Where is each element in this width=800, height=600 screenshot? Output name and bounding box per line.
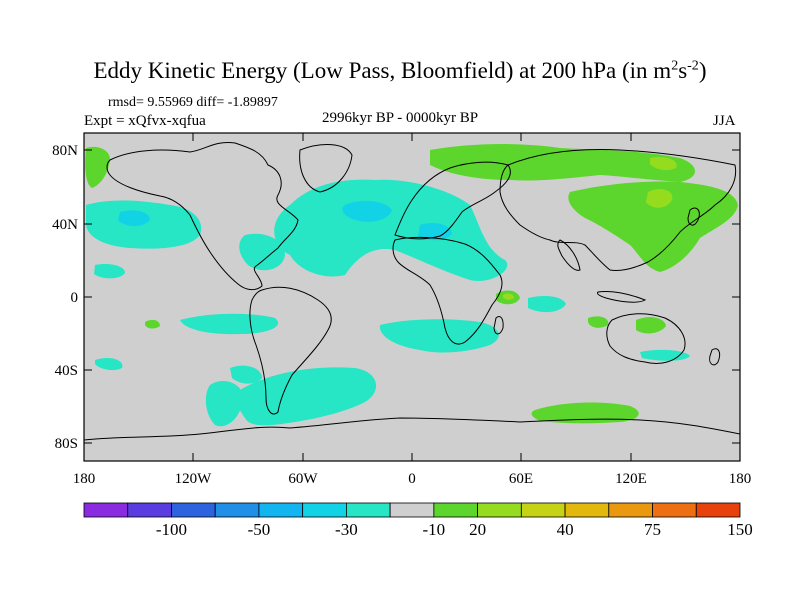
colorbar-label: 75 bbox=[644, 520, 662, 539]
y-tick-label: 80S bbox=[55, 436, 78, 452]
colorbar-swatch bbox=[433, 502, 479, 518]
colorbar-label: 150 bbox=[727, 520, 753, 539]
southeast-pacific-negative-region bbox=[230, 365, 262, 384]
colorbar-label: 20 bbox=[469, 520, 487, 539]
contour-fills bbox=[85, 144, 738, 427]
plot-title: Eddy Kinetic Energy (Low Pass, Bloomfiel… bbox=[93, 58, 707, 83]
pacific-small-positive-region bbox=[145, 319, 160, 329]
coastlines bbox=[84, 141, 740, 441]
antarctica-coastline bbox=[84, 417, 740, 441]
north-atlantic-negative-region bbox=[274, 179, 508, 281]
new-zealand-coastline bbox=[709, 348, 721, 366]
colorbar-label: -10 bbox=[422, 520, 446, 539]
southern-ocean-negative-region bbox=[236, 367, 377, 426]
north-pacific-small-negative-region bbox=[94, 263, 125, 279]
southern-indian-positive-region bbox=[531, 402, 639, 424]
central-north-pacific-negative-region bbox=[86, 200, 202, 249]
colorbar-swatch bbox=[389, 502, 435, 518]
x-tick-label: 60E bbox=[509, 471, 533, 487]
x-tick-label: 120W bbox=[175, 471, 213, 487]
y-tick-label: 40N bbox=[52, 217, 78, 233]
x-tick-label: 0 bbox=[408, 471, 416, 487]
japan-coastline bbox=[687, 207, 700, 226]
season-label: JJA bbox=[713, 113, 736, 129]
arctic-positive-core bbox=[650, 157, 677, 171]
colorbar-swatch bbox=[520, 502, 566, 518]
east-asia-positive-core bbox=[646, 189, 673, 208]
colorbar-label: -30 bbox=[335, 520, 358, 539]
pacific-negative-core bbox=[118, 210, 150, 226]
colorbar-swatch bbox=[608, 502, 653, 518]
stats-label: rmsd= 9.55969 diff= -1.89897 bbox=[108, 95, 278, 110]
colorbar-swatch bbox=[258, 502, 304, 518]
eastern-north-pacific-negative-region bbox=[239, 233, 285, 271]
indian-ocean-negative-region bbox=[528, 296, 566, 313]
india-coastline bbox=[557, 239, 581, 271]
colorbar-swatch bbox=[214, 502, 260, 518]
colorbar-label: -100 bbox=[155, 520, 188, 539]
madagascar-coastline bbox=[493, 315, 504, 335]
australia-coastline bbox=[606, 313, 686, 364]
alaska-positive-region bbox=[85, 146, 110, 188]
x-tick-label: 180 bbox=[729, 471, 752, 487]
south-america-coastline bbox=[249, 286, 332, 415]
arctic-siberia-positive-region bbox=[430, 144, 695, 182]
siberia-small-positive-region bbox=[611, 196, 625, 210]
east-asia-positive-region bbox=[568, 181, 738, 272]
colorbar-swatch bbox=[477, 502, 522, 518]
colorbar-swatch bbox=[345, 502, 391, 518]
indonesia-coastline bbox=[597, 291, 647, 303]
north-atlantic-negative-core-1 bbox=[342, 200, 392, 222]
y-tick-label: 80N bbox=[52, 143, 78, 159]
south-pacific-negative-region bbox=[180, 313, 279, 335]
y-tick-label: 0 bbox=[71, 290, 79, 306]
colorbar-swatch bbox=[564, 502, 610, 518]
europe-coastline bbox=[394, 161, 511, 240]
asia-coastline bbox=[499, 149, 737, 271]
colorbar-swatch bbox=[127, 502, 172, 518]
colorbar bbox=[83, 502, 741, 518]
period-label: 2996kyr BP - 0000kyr BP bbox=[322, 110, 479, 126]
northeast-australia-positive-region bbox=[636, 317, 666, 334]
south-indian-negative-region bbox=[640, 349, 690, 361]
y-tick-label: 40S bbox=[55, 363, 78, 379]
southwest-pacific-negative-region bbox=[95, 357, 123, 371]
latitude-axis: 80N 40N 0 40S 80S bbox=[52, 143, 740, 452]
western-indian-positive-core bbox=[503, 293, 514, 300]
x-tick-label: 60W bbox=[288, 471, 318, 487]
x-tick-label: 120E bbox=[615, 471, 647, 487]
africa-coastline bbox=[392, 236, 503, 345]
colorbar-swatch bbox=[695, 502, 741, 518]
colorbar-swatch bbox=[652, 502, 697, 518]
colorbar-label: 40 bbox=[556, 520, 574, 539]
north-america-coastline bbox=[106, 141, 299, 291]
colorbar-swatch bbox=[83, 502, 129, 518]
south-pacific-large-negative-region bbox=[205, 380, 244, 427]
colorbar-swatch bbox=[171, 502, 216, 518]
colorbar-swatch bbox=[302, 502, 347, 518]
south-atlantic-negative-region bbox=[379, 319, 499, 353]
experiment-label: Expt = xQfvx-xqfua bbox=[84, 113, 206, 129]
x-tick-label: 180 bbox=[73, 471, 96, 487]
greenland-coastline bbox=[299, 144, 353, 193]
longitude-axis: 180 120W 60W 0 60E 120E 180 bbox=[73, 133, 752, 487]
colorbar-label: -50 bbox=[247, 520, 271, 539]
north-atlantic-negative-core-2 bbox=[418, 223, 452, 241]
northwest-australia-positive-region bbox=[588, 316, 609, 328]
